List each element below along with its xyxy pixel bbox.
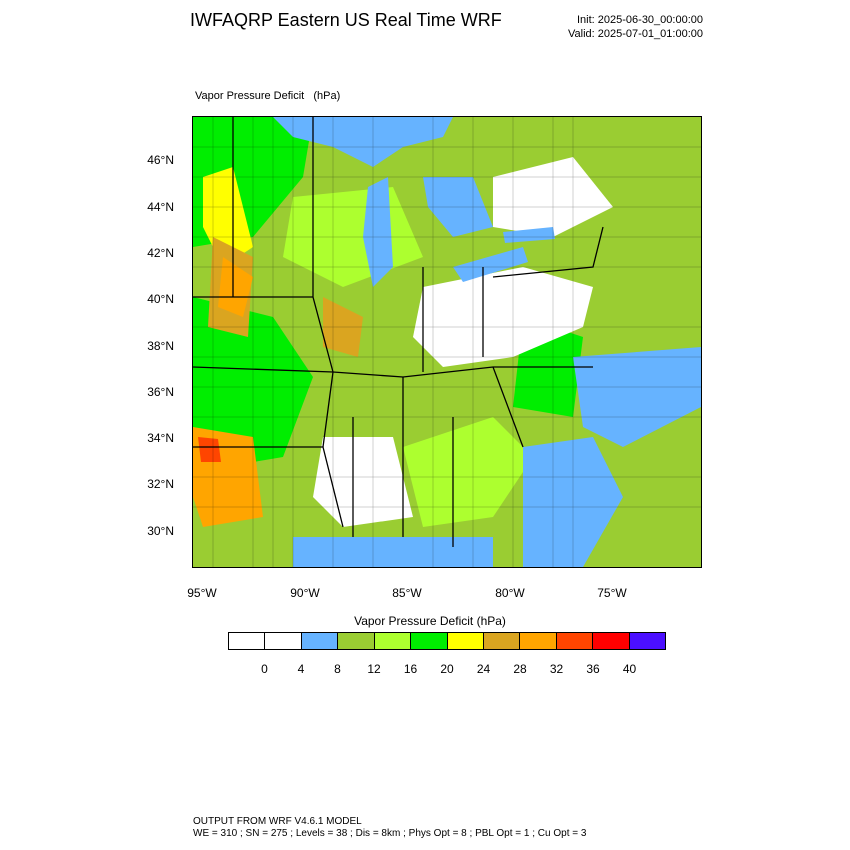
atlantic-ocean xyxy=(573,347,701,447)
lake-ontario xyxy=(503,227,555,243)
init-time: Init: 2025-06-30_00:00:00 xyxy=(577,14,703,26)
lon-label-95: 95°W xyxy=(187,586,217,600)
legend-tick-label: 12 xyxy=(367,662,381,676)
valid-time: Valid: 2025-07-01_01:00:00 xyxy=(568,28,703,40)
lake-michigan xyxy=(363,177,393,287)
legend-tick-label: 8 xyxy=(334,662,341,676)
legend-tick-label: 4 xyxy=(297,662,305,676)
legend-tick-label: 24 xyxy=(476,662,491,676)
gulf-of-mexico xyxy=(293,537,493,567)
legend-tick-label: 20 xyxy=(440,662,454,676)
vpd-region-white xyxy=(413,267,593,367)
legend-swatch xyxy=(520,633,557,649)
legend-swatch xyxy=(338,633,375,649)
legend-tick-label: 32 xyxy=(549,662,564,676)
legend-swatch xyxy=(229,633,266,649)
map-title: IWFAQRP Eastern US Real Time WRF xyxy=(190,10,502,30)
lat-label-32: 32°N xyxy=(147,477,174,491)
lat-label-40: 40°N xyxy=(147,292,174,306)
vpd-region-lightgreen xyxy=(403,417,533,527)
legend-swatch xyxy=(447,633,484,649)
lake-erie xyxy=(453,247,528,282)
lat-label-42: 42°N xyxy=(147,246,174,260)
legend-swatch xyxy=(593,633,630,649)
legend-tick-label: 16 xyxy=(403,662,418,676)
lat-label-38: 38°N xyxy=(147,339,174,353)
legend-swatch xyxy=(301,633,339,649)
legend-swatch xyxy=(411,633,448,649)
legend-tick-label: 40 xyxy=(622,662,637,676)
map-plot xyxy=(192,116,702,568)
lat-label-36: 36°N xyxy=(147,385,174,399)
model-params: WE = 310 ; SN = 275 ; Levels = 38 ; Dis … xyxy=(193,828,587,839)
vpd-region-red xyxy=(198,437,221,462)
panel-label: Vapor Pressure Deficit (hPa) xyxy=(195,90,341,102)
legend-tick-label: 28 xyxy=(513,662,527,676)
model-info: OUTPUT FROM WRF V4.6.1 MODEL xyxy=(193,816,362,827)
county-boundaries xyxy=(193,117,701,567)
lat-label-30: 30°N xyxy=(147,524,174,538)
legend-swatch xyxy=(483,633,521,649)
lat-label-46: 46°N xyxy=(147,153,174,167)
color-legend xyxy=(228,632,666,650)
lake-superior xyxy=(273,117,453,167)
lon-label-90: 90°W xyxy=(290,586,320,600)
lon-label-85: 85°W xyxy=(392,586,422,600)
lat-label-34: 34°N xyxy=(147,431,174,445)
legend-swatch xyxy=(556,633,594,649)
map-canvas xyxy=(193,117,701,567)
lon-label-75: 75°W xyxy=(597,586,627,600)
legend-title: Vapor Pressure Deficit (hPa) xyxy=(354,614,506,628)
vpd-region-orange xyxy=(218,257,253,317)
legend-swatch xyxy=(629,633,666,649)
legend-swatch xyxy=(374,633,412,649)
legend-tick-label: 0 xyxy=(261,662,268,676)
lon-label-80: 80°W xyxy=(495,586,525,600)
lat-label-44: 44°N xyxy=(147,200,174,214)
legend-swatch xyxy=(265,633,302,649)
legend-tick-label: 36 xyxy=(586,662,600,676)
